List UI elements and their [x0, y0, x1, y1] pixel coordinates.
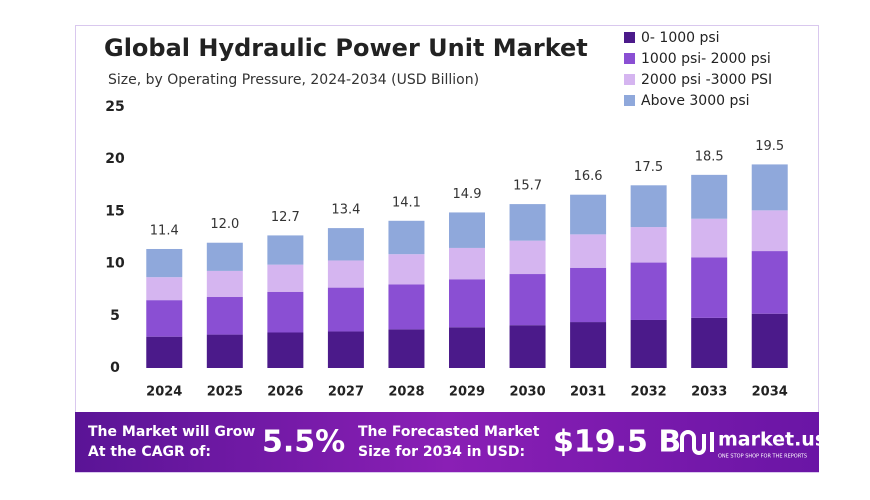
bar-segment — [449, 279, 485, 328]
footer-text: The Forecasted Market — [358, 424, 540, 440]
bar-segment — [691, 218, 728, 258]
bar-segment — [388, 220, 425, 255]
bar-segment — [509, 240, 546, 275]
bar-segment — [751, 251, 788, 314]
total-label: 19.5 — [755, 139, 784, 154]
total-label: 15.7 — [513, 179, 542, 194]
x-tick-label: 2024 — [146, 385, 182, 400]
total-label: 14.1 — [392, 195, 421, 210]
x-tick-label: 2033 — [691, 385, 727, 400]
x-tick-label: 2030 — [509, 385, 545, 400]
bar-segment — [206, 334, 243, 368]
total-label: 16.6 — [574, 169, 603, 184]
bar-segment — [630, 262, 667, 320]
footer-text: The Market will Grow — [88, 424, 255, 440]
bar-segment — [630, 227, 667, 263]
footer-value: $19.5 B — [553, 425, 681, 460]
chart-subtitle: Size, by Operating Pressure, 2024-2034 (… — [108, 72, 479, 88]
tagline: ONE STOP SHOP FOR THE REPORTS — [718, 454, 807, 460]
x-tick-label: 2026 — [267, 385, 303, 400]
bar-segment — [206, 242, 243, 271]
y-tick-label: 25 — [105, 99, 124, 115]
bar-segment — [267, 332, 304, 368]
x-tick-label: 2028 — [388, 385, 424, 400]
bar-segment — [570, 267, 607, 323]
bar-segment — [570, 234, 607, 268]
footer-value: 5.5% — [262, 425, 345, 460]
bar-segment — [630, 185, 667, 228]
x-tick-label: 2032 — [631, 385, 667, 400]
bar-segment — [691, 257, 728, 318]
total-label: 14.9 — [453, 187, 482, 202]
legend-label: 0- 1000 psi — [641, 30, 720, 46]
bar-segment — [206, 270, 243, 298]
bar-segment — [691, 174, 728, 219]
bar-segment — [267, 235, 304, 265]
y-tick-label: 20 — [105, 151, 125, 167]
total-label: 11.4 — [150, 223, 179, 238]
bar-segment — [691, 317, 728, 368]
legend-swatch — [624, 32, 635, 43]
y-tick-label: 5 — [110, 308, 120, 324]
footer-text: Size for 2034 in USD: — [358, 444, 525, 460]
total-label: 17.5 — [634, 160, 663, 175]
bar-segment — [267, 264, 304, 292]
bar-segment — [449, 212, 485, 248]
legend-swatch — [624, 53, 635, 64]
bar-segment — [388, 284, 425, 330]
bar-segment — [146, 300, 183, 337]
x-tick-label: 2027 — [328, 385, 364, 400]
bar-segment — [327, 331, 364, 368]
logo: market.us — [718, 429, 826, 451]
total-label: 12.7 — [271, 210, 300, 225]
bar-segment — [146, 336, 183, 368]
bar-segment — [570, 322, 607, 368]
bar-segment — [146, 248, 183, 278]
bar-segment — [327, 287, 364, 332]
x-tick-label: 2034 — [752, 385, 788, 400]
x-tick-label: 2025 — [207, 385, 243, 400]
total-label: 18.5 — [695, 149, 724, 164]
bar-segment — [388, 254, 425, 285]
bar-segment — [509, 274, 546, 326]
y-tick-label: 15 — [105, 203, 124, 219]
legend-label: 2000 psi -3000 PSI — [641, 72, 772, 88]
footer-text: At the CAGR of: — [88, 444, 211, 460]
bar-segment — [751, 313, 788, 368]
bar-segment — [206, 297, 243, 335]
bar-segment — [267, 291, 304, 333]
bar-segment — [146, 277, 183, 301]
bar-segment — [570, 194, 607, 235]
bar-segment — [509, 325, 546, 368]
bar-segment — [630, 319, 667, 368]
legend-label: Above 3000 psi — [641, 93, 750, 109]
bar-segment — [509, 204, 546, 241]
bar-segment — [449, 247, 485, 280]
footer-band — [75, 412, 819, 472]
chart-title: Global Hydraulic Power Unit Market — [104, 34, 588, 62]
bar-segment — [388, 329, 425, 368]
total-label: 12.0 — [210, 217, 239, 232]
y-tick-label: 10 — [105, 256, 125, 272]
bar-segment — [327, 228, 364, 261]
logo-icon — [680, 430, 714, 455]
x-tick-label: 2031 — [570, 385, 606, 400]
x-tick-label: 2029 — [449, 385, 485, 400]
y-tick-label: 0 — [110, 360, 120, 376]
bar-segment — [449, 327, 485, 368]
bar-segment — [327, 260, 364, 288]
footer: The Market will Grow At the CAGR of: 5.5… — [75, 412, 826, 472]
total-label: 13.4 — [331, 203, 360, 218]
bar-segment — [751, 210, 788, 252]
legend-swatch — [624, 74, 635, 85]
bar-segment — [751, 164, 788, 211]
legend-label: 1000 psi- 2000 psi — [641, 51, 771, 67]
legend-swatch — [624, 95, 635, 106]
